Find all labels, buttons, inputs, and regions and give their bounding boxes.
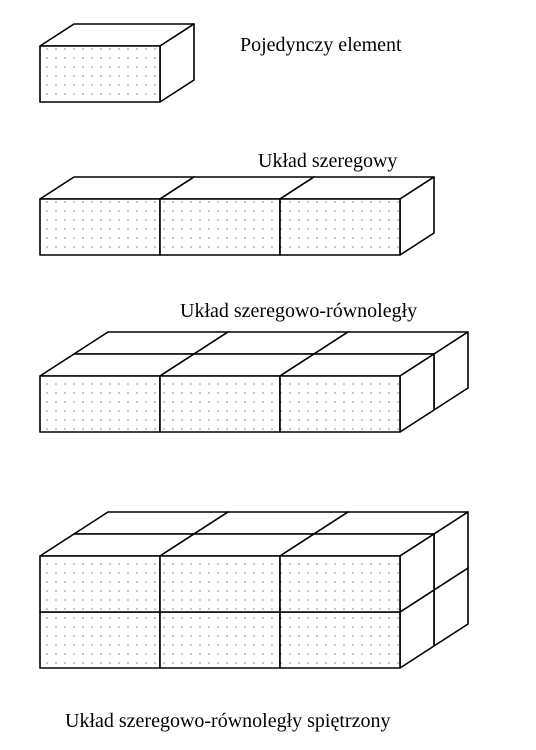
figure-single: [38, 22, 196, 109]
figure-serial: [38, 175, 436, 262]
figure-serial-parallel: [38, 330, 470, 439]
label-serial-parallel-stacked: Układ szeregowo-równoległy spiętrzony: [65, 710, 390, 733]
label-serial-parallel: Układ szeregowo-równoległy: [180, 300, 417, 323]
label-single: Pojedynczy element: [240, 34, 402, 57]
label-serial: Układ szeregowy: [258, 150, 397, 173]
figure-serial-parallel-stacked: [38, 510, 470, 675]
